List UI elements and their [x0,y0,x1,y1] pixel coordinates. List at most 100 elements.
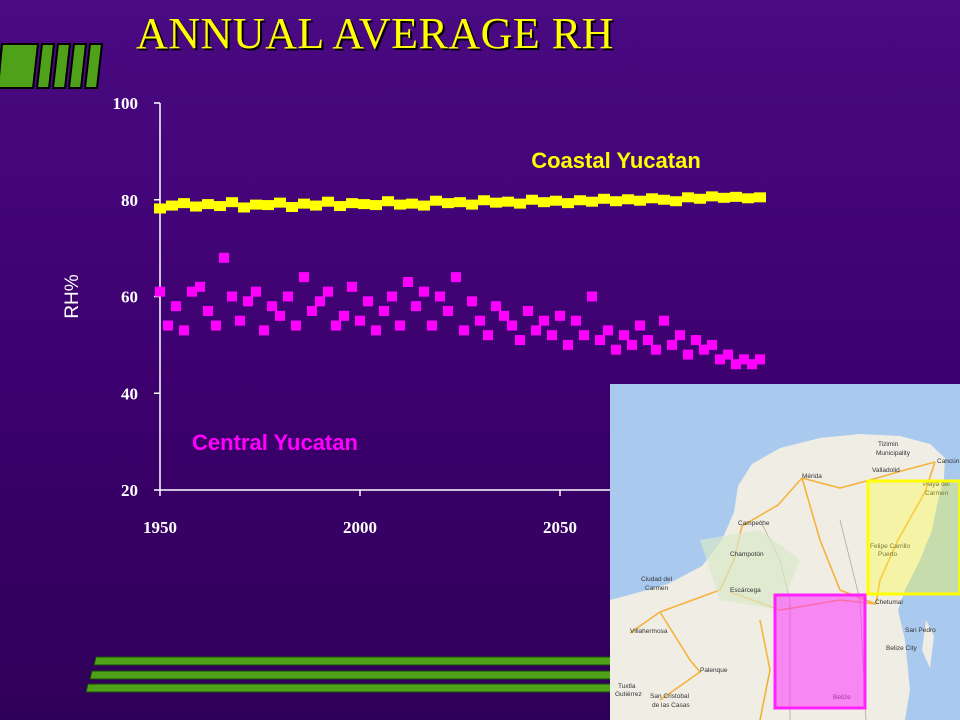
map-place-label: Municipality [876,450,911,457]
central-point [387,291,397,302]
central-point [507,320,517,331]
coastal-point [430,195,442,206]
yucatan-map-inset: Mérida Tizimin Municipality Cancún Playa del… [610,384,960,720]
logo-bar-4 [67,43,88,89]
central-point [163,320,173,331]
map-place-label: Puerto [878,551,898,558]
coastal-point [250,199,262,210]
coastal-point [214,201,226,212]
central-point [619,330,629,341]
central-point [203,306,213,317]
map-forest [700,530,800,610]
coastal-point [286,202,298,213]
central-point [675,330,685,341]
coastal-point [502,196,514,207]
central-point [707,339,717,350]
x-tick-label: 2000 [343,518,377,537]
coastal-point [694,193,706,204]
chart-labels: 20 40 60 80 100 1950 2000 2050 RH% Coastal Yucata… [62,94,701,537]
coastal-point [682,192,694,203]
x-tick-label: 1950 [143,518,177,537]
central-series-label: Central Yucatan [192,430,358,455]
central-point [715,354,725,365]
chart-marks [154,191,766,370]
central-point [515,335,525,346]
coastal-point [478,195,490,206]
map-place-labels: Mérida Tizimin Municipality Cancún Playa del… [615,441,960,709]
central-point [499,310,509,321]
central-point [491,301,501,312]
central-point [699,344,709,355]
central-point [323,286,333,297]
y-tick-label: 20 [121,481,138,500]
coastal-point [166,200,178,211]
map-place-label: Campeche [738,520,770,527]
map-place-label: de las Casas [652,702,690,709]
coastal-point [550,195,562,206]
central-point [283,291,293,302]
central-point [483,330,493,341]
central-point [155,286,165,297]
coastal-point [298,198,310,209]
central-point [259,325,269,336]
map-place-label: Carmen [925,490,949,497]
coastal-point [226,197,238,208]
central-point [435,291,445,302]
logo-bar-1 [0,43,40,89]
central-point [563,339,573,350]
central-point [315,296,325,307]
coastal-point [202,199,214,210]
coastal-point [646,193,658,204]
coastal-point [370,200,382,211]
coastal-point [598,193,610,204]
central-point [539,315,549,326]
central-point [755,354,765,365]
map-place-label: Cancún [937,458,960,465]
central-point [651,344,661,355]
coastal-point [634,195,646,206]
map-place-label: Tizimin [878,441,899,448]
central-point [635,320,645,331]
central-point [235,315,245,326]
logo-bars-icon [0,43,104,89]
coastal-point [718,192,730,203]
coastal-point [610,196,622,207]
map-place-label: Chetumal [875,599,903,606]
coastal-point [754,192,766,203]
central-point [523,306,533,317]
central-point [659,315,669,326]
coastal-series-label: Coastal Yucatan [531,148,701,173]
map-place-label: San Pedro [905,627,936,634]
map-drawing: Mérida Tizimin Municipality Cancún Playa del… [610,384,960,720]
central-point [427,320,437,331]
y-tick-label: 80 [121,191,138,210]
central-point [747,359,757,370]
coastal-point [706,191,718,202]
map-place-label: Gutiérrez [615,691,642,698]
y-tick-label: 60 [121,288,138,307]
map-place-label: Carmen [645,585,669,592]
coastal-point [658,194,670,205]
central-point [267,301,277,312]
central-point [739,354,749,365]
map-place-label: Felipe Carrillo [870,543,910,550]
central-point [395,320,405,331]
central-point [299,272,309,283]
central-point [571,315,581,326]
coastal-point [562,198,574,209]
central-point [227,291,237,302]
central-point [603,325,613,336]
coastal-point [586,196,598,207]
coastal-point [322,196,334,207]
central-point [355,315,365,326]
coastal-point [406,198,418,209]
central-point [219,252,229,263]
coastal-point [178,198,190,209]
central-point [723,349,733,360]
map-place-label: Escárcega [730,587,761,594]
central-point [475,315,485,326]
central-point [291,320,301,331]
coastal-point [274,197,286,208]
coastal-point [526,194,538,205]
